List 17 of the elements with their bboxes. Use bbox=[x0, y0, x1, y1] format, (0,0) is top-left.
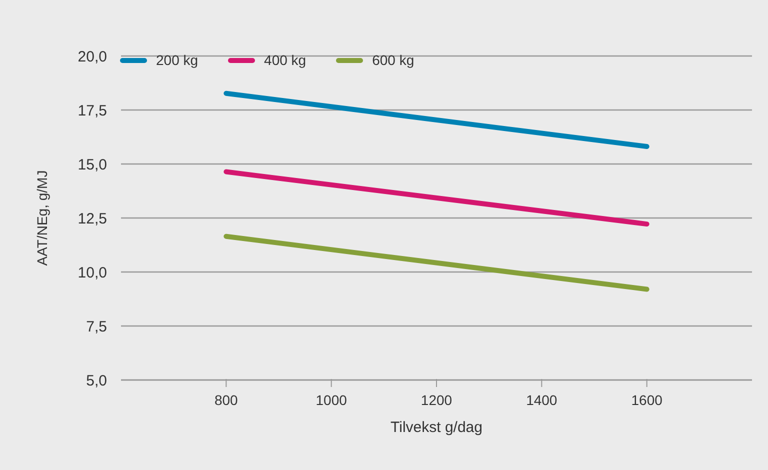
x-axis-title: Tilvekst g/dag bbox=[390, 419, 482, 436]
legend-label: 200 kg bbox=[156, 52, 198, 68]
x-tick-label: 800 bbox=[214, 392, 238, 408]
y-tick-label: 7,5 bbox=[86, 318, 107, 336]
y-tick-label: 10,0 bbox=[78, 264, 107, 282]
legend-label: 600 kg bbox=[372, 52, 414, 68]
x-tick-label: 1000 bbox=[316, 392, 348, 408]
y-tick-label: 12,5 bbox=[78, 210, 107, 228]
legend-label: 400 kg bbox=[264, 52, 306, 68]
y-tick-label: 17,5 bbox=[78, 102, 107, 120]
x-tick-label: 1400 bbox=[526, 392, 558, 408]
y-axis-title: AAT/NEg, g/MJ bbox=[34, 170, 50, 266]
x-tick-label: 1600 bbox=[631, 392, 663, 408]
y-tick-label: 5,0 bbox=[86, 372, 107, 390]
y-tick-label: 15,0 bbox=[78, 156, 107, 174]
x-tick-label: 1200 bbox=[420, 392, 452, 408]
y-tick-label: 20,0 bbox=[78, 48, 107, 66]
